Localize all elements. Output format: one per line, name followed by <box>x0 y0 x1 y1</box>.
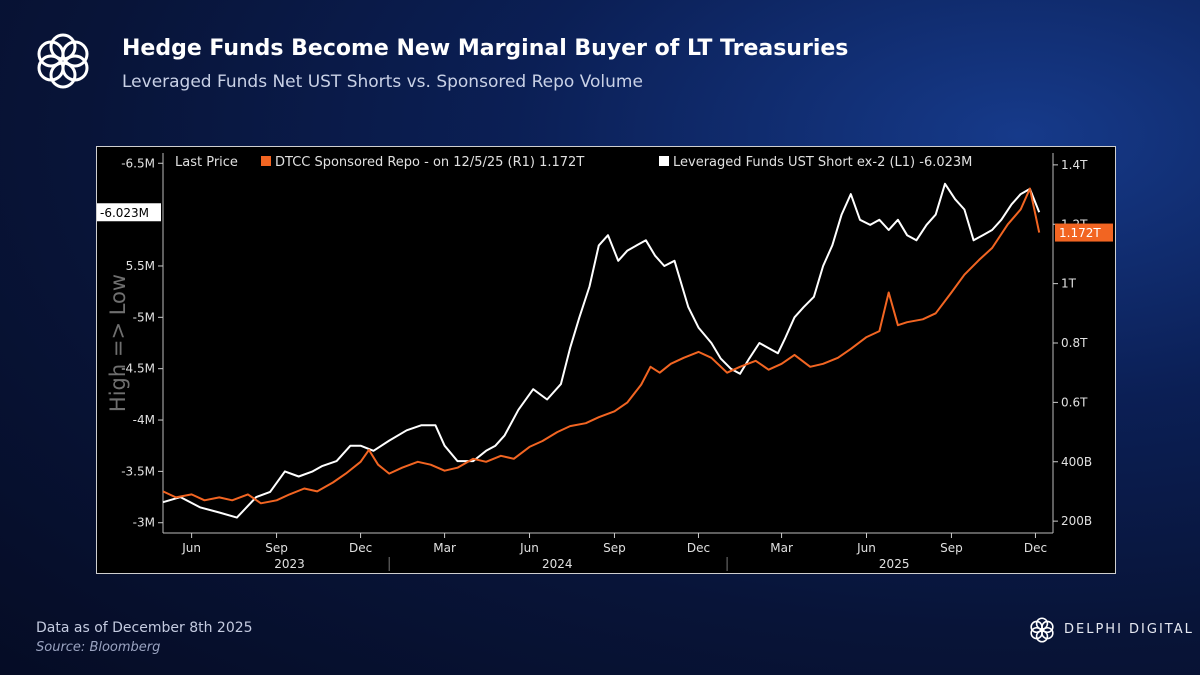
year-label: 2024 <box>542 557 573 571</box>
year-label: 2025 <box>879 557 910 571</box>
brand-name: DELPHI DIGITAL <box>1064 622 1194 637</box>
brand-logo-icon <box>1030 617 1054 643</box>
left-tick-label: -4M <box>133 413 155 427</box>
x-tick-label: Sep <box>940 541 963 555</box>
line-chart: -6.5M 5.5M -5M -4.5M -4M -3.5M -3M High => Low -… <box>97 149 1113 571</box>
x-tick-label: Sep <box>265 541 288 555</box>
right-tick-label: 400B <box>1061 455 1092 469</box>
x-tick-label: Dec <box>349 541 372 555</box>
x-tick-label: Jun <box>519 541 539 555</box>
chart-legend: Last Price DTCC Sponsored Repo - on 12/5/… <box>165 149 1051 173</box>
legend-swatch <box>659 156 669 166</box>
chart-lines <box>162 182 1041 519</box>
left-tick-label: -3.5M <box>121 464 155 478</box>
chart-panel: -6.5M 5.5M -5M -4.5M -4M -3.5M -3M High => Low -… <box>96 146 1116 574</box>
x-tick-label: Sep <box>603 541 626 555</box>
year-label: 2023 <box>274 557 305 571</box>
sponsored-repo-line <box>162 187 1041 505</box>
right-tick-label: 0.8T <box>1061 336 1088 350</box>
x-axis: Jun Sep Dec Mar Jun Sep Dec Mar Jun Sep Dec 2023 202… <box>181 533 1047 571</box>
page-subtitle: Leveraged Funds Net UST Shorts vs. Spons… <box>122 72 643 92</box>
right-current-label: 1.172T <box>1059 226 1101 240</box>
x-tick-label: Dec <box>1024 541 1047 555</box>
legend-entry: DTCC Sponsored Repo - on 12/5/25 (R1) 1.… <box>275 155 584 170</box>
x-tick-label: Jun <box>856 541 876 555</box>
left-tick-label: -5M <box>133 310 155 324</box>
right-tick-label: 1.4T <box>1061 158 1088 172</box>
left-current-tag <box>97 203 161 222</box>
x-tick-label: Dec <box>687 541 710 555</box>
legend-entry: Leveraged Funds UST Short ex-2 (L1) -6.0… <box>673 155 972 170</box>
x-tick-label: Mar <box>770 541 793 555</box>
left-tick-label: -3M <box>133 516 155 530</box>
flower-logo-icon <box>37 33 89 89</box>
left-tick-label: -4.5M <box>121 362 155 376</box>
left-axis: -6.5M 5.5M -5M -4.5M -4M -3.5M -3M High => Low -… <box>97 156 163 530</box>
left-axis-title: High => Low <box>106 274 130 412</box>
x-tick-label: Jun <box>181 541 201 555</box>
right-tick-label: 200B <box>1061 514 1092 528</box>
legend-background <box>165 149 1051 173</box>
left-current-label: -6.023M <box>100 206 149 220</box>
right-current-tag <box>1055 223 1113 242</box>
data-date-note: Data as of December 8th 2025 <box>36 620 253 636</box>
source-note: Source: Bloomberg <box>36 640 161 655</box>
legend-swatch <box>261 156 271 166</box>
right-tick-label: 1T <box>1061 277 1077 291</box>
legend-prefix: Last Price <box>175 155 238 170</box>
left-tick-label: 5.5M <box>126 259 155 273</box>
left-tick-label: -6.5M <box>121 156 155 170</box>
x-tick-label: Mar <box>433 541 456 555</box>
page-title: Hedge Funds Become New Marginal Buyer of… <box>122 36 849 61</box>
right-tick-label: 0.6T <box>1061 395 1088 409</box>
leveraged-funds-line <box>162 182 1041 519</box>
